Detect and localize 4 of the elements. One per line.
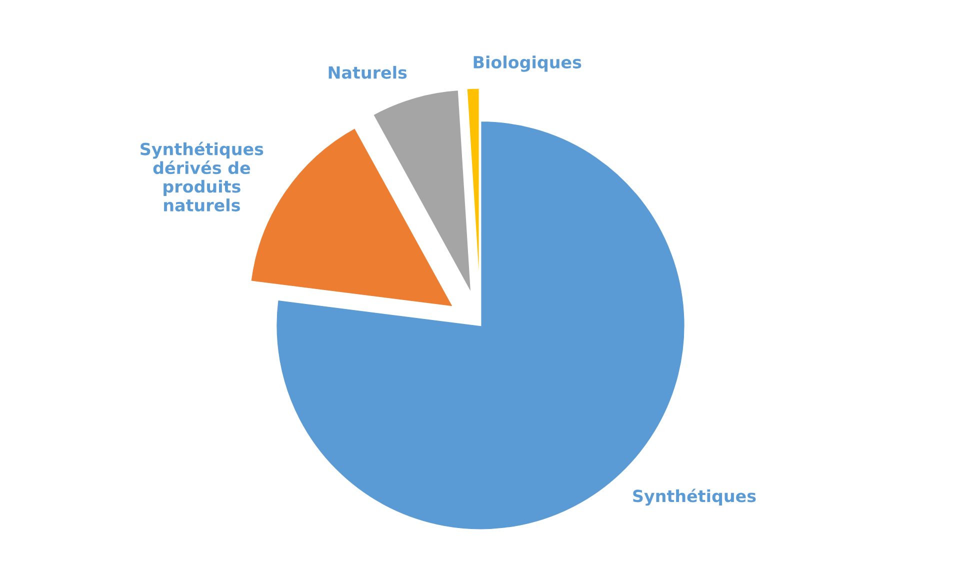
slice-label: Synthétiques [633, 488, 756, 506]
slice-label: Naturels [328, 66, 407, 79]
slice-label: Biologiques [474, 56, 582, 72]
slice-label: Synthétiques dérivés de produits naturels [140, 142, 264, 212]
